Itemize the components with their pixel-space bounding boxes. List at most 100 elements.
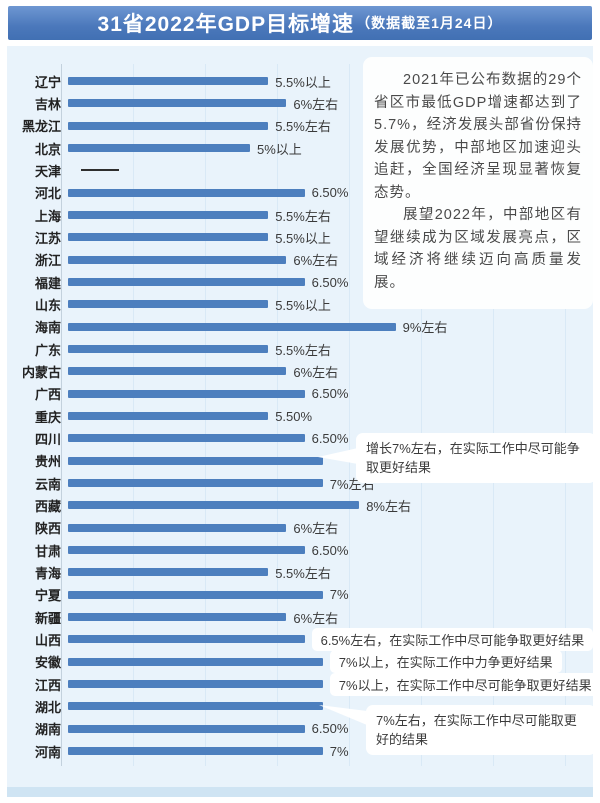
bar-zone: 6%左右	[68, 362, 593, 381]
value-label: 6%左右	[293, 253, 339, 269]
table-row: 浙江 6%左右	[7, 249, 593, 271]
province-label: 北京	[34, 141, 61, 157]
bar-zone	[68, 702, 593, 711]
table-row: 天津	[7, 159, 593, 181]
bar-zone: 7%	[68, 744, 593, 759]
table-row: 江苏 5.5%以上	[7, 226, 593, 248]
bar-zone: 6.50%	[68, 386, 593, 401]
value-bar	[68, 211, 269, 220]
bar-zone	[68, 169, 593, 172]
value-label: 5.5%以上	[275, 74, 331, 90]
province-label: 云南	[34, 476, 61, 492]
table-row: 上海 5.5%左右	[7, 204, 593, 226]
province-label: 山东	[34, 297, 61, 313]
value-label: 6.50%	[311, 185, 349, 201]
table-row: 湖北	[7, 695, 593, 717]
value-bar	[68, 479, 323, 488]
bar-zone: 6%左右	[68, 94, 593, 113]
province-label: 江苏	[34, 230, 61, 246]
province-label: 广东	[34, 342, 61, 358]
bar-zone: 7%以上，在实际工作中力争更好结果	[68, 650, 593, 674]
table-row: 陕西 6%左右	[7, 517, 593, 539]
province-label: 青海	[34, 565, 61, 581]
callout-hubei: 7%左右，在实际工作中尽可能取更好的结果	[366, 705, 596, 755]
value-label: 5.5%左右	[275, 119, 331, 135]
page-subtitle: （数据截至1月24日）	[356, 15, 503, 31]
value-label: 7%	[329, 743, 349, 759]
value-label: 5.50%	[275, 408, 313, 424]
bar-zone: 8%左右	[68, 496, 593, 515]
province-label: 四川	[34, 431, 61, 447]
bar-zone: 5%以上	[68, 139, 593, 158]
province-label: 贵州	[34, 454, 61, 470]
province-label: 浙江	[34, 253, 61, 269]
value-label: 5.5%左右	[275, 342, 331, 358]
bar-zone: 7%	[68, 587, 593, 602]
value-bar	[68, 523, 287, 532]
bar-zone: 6%左右	[68, 608, 593, 627]
value-label: 6%左右	[293, 521, 339, 537]
bar-zone: 6.50%	[68, 431, 593, 446]
bar-zone: 6.50%	[68, 185, 593, 200]
table-row: 河南 7%	[7, 740, 593, 762]
province-label: 重庆	[34, 409, 61, 425]
province-label: 安徽	[34, 655, 61, 671]
province-label: 河南	[34, 744, 61, 760]
province-label: 上海	[34, 208, 61, 224]
province-label: 甘肃	[34, 543, 61, 559]
province-label: 山西	[34, 632, 61, 648]
callout-pointer-guizhou	[318, 448, 358, 464]
value-label: 5.5%左右	[275, 208, 331, 224]
table-row: 山东 5.5%以上	[7, 293, 593, 315]
value-label: 6.5%左右，在实际工作中尽可能争取更好结果	[311, 627, 594, 651]
bar-zone: 5.5%左右	[68, 340, 593, 359]
value-label: 6.50%	[311, 721, 349, 737]
province-label: 内蒙古	[21, 364, 61, 380]
value-bar	[68, 99, 287, 108]
value-bar	[68, 188, 305, 197]
table-row: 黑龙江 5.5%左右	[7, 115, 593, 137]
value-label: 5.5%以上	[275, 230, 331, 246]
table-row: 吉林 6%左右	[7, 92, 593, 114]
province-label: 河北	[34, 186, 61, 202]
value-bar	[68, 412, 269, 421]
value-label: 6.50%	[311, 430, 349, 446]
province-label: 新疆	[34, 610, 61, 626]
bar-zone: 6%左右	[68, 250, 593, 269]
value-label: 6%左右	[293, 96, 339, 112]
bar-zone: 6.50%	[68, 275, 593, 290]
page-title: 31省2022年GDP目标增速	[97, 13, 355, 36]
chart-axis-line	[61, 64, 62, 766]
value-bar	[68, 635, 305, 644]
value-bar	[68, 680, 323, 689]
value-label: 6%左右	[293, 610, 339, 626]
summary-paragraph-1: 2021年已公布数据的29个省区市最低GDP增速都达到了5.7%，经济发展头部省…	[374, 72, 582, 201]
value-bar	[68, 657, 323, 666]
table-row: 湖南 6.50%	[7, 718, 593, 740]
value-bar	[68, 255, 287, 264]
province-label: 江西	[34, 677, 61, 693]
value-bar	[68, 724, 305, 733]
title-banner: 31省2022年GDP目标增速 （数据截至1月24日）	[8, 6, 592, 40]
table-row: 江西 7%以上，在实际工作中尽可能争取更好结果	[7, 672, 600, 696]
table-row: 贵州	[7, 450, 593, 472]
value-bar	[68, 345, 269, 354]
table-row: 辽宁 5.5%以上	[7, 70, 593, 92]
no-data-dash	[81, 169, 119, 172]
table-row: 内蒙古 6%左右	[7, 360, 593, 382]
bar-zone: 6.50%	[68, 543, 593, 558]
table-row: 安徽 7%以上，在实际工作中力争更好结果	[7, 650, 593, 674]
bar-chart: 辽宁 5.5%以上 吉林 6%左右 黑龙江 5.5%左右北京 5%以上 天津河北 6.50% 上海…	[7, 46, 600, 797]
value-bar	[68, 278, 305, 287]
bar-zone	[68, 456, 593, 465]
value-label: 6.50%	[311, 542, 349, 558]
value-bar	[68, 613, 287, 622]
summary-paragraph-2: 展望2022年，中部地区有望继续成为区域发展亮点，区域经济将继续迈向高质量发展。	[374, 207, 582, 291]
value-bar	[68, 456, 323, 465]
callout-guizhou: 增长7%左右，在实际工作中尽可能争取更好结果	[356, 433, 596, 483]
value-label: 7%	[329, 587, 349, 603]
value-bar	[68, 322, 396, 331]
bar-zone: 5.5%左右	[68, 563, 593, 582]
province-label: 西藏	[34, 498, 61, 514]
value-bar	[68, 434, 305, 443]
